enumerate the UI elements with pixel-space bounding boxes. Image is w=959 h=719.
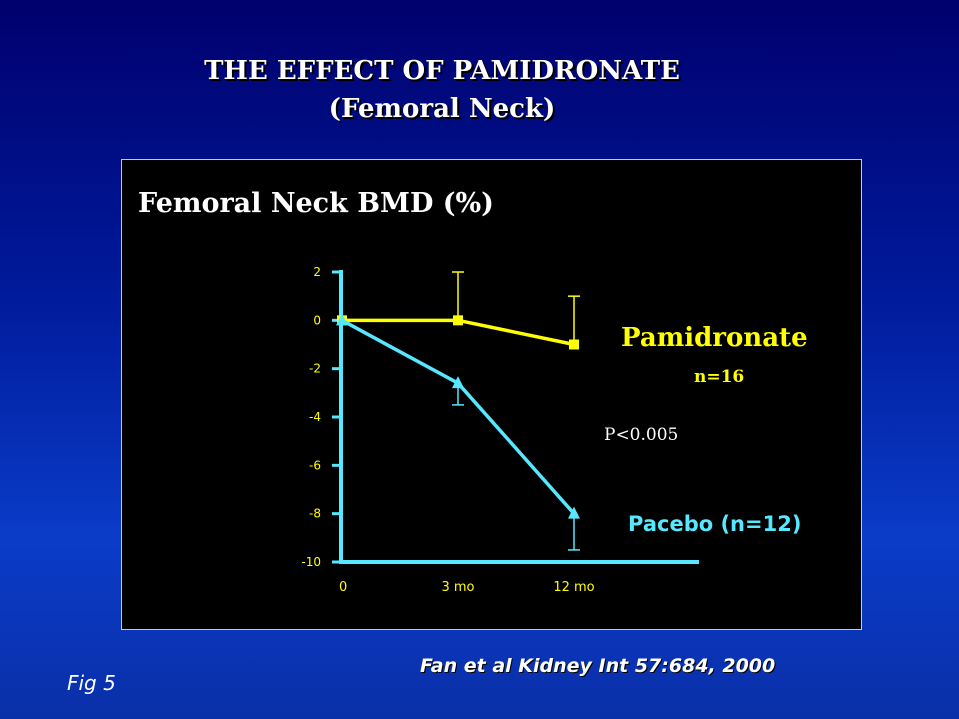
y-tick-label: 2 [313,265,321,279]
data-point-placebo [452,376,464,389]
chart-title: Femoral Neck BMD (%) [138,188,494,219]
y-tick-label: -10 [301,555,321,569]
x-tick-label: 12 mo [553,580,594,595]
data-point-pamidronate [453,315,463,326]
y-tick-label: 0 [313,313,321,327]
y-tick-label: -4 [309,410,321,424]
chart-panel: Femoral Neck BMD (%) 2 0 -2 -4 -6 -8 -10 0 3 mo 1… [121,159,862,630]
legend-pamidronate: Pamidronate [621,323,808,353]
citation: Fan et al Kidney Int 57:684, 2000 [420,655,776,677]
chart-series [336,271,580,551]
slide-title-line1: THE EFFECT OF PAMIDRONATE [204,56,680,86]
slide-title-line2: (Femoral Neck) [328,94,556,124]
x-tick-label: 3 mo [441,580,474,595]
y-tick-label: -2 [309,362,321,376]
figure-label: Fig 5 [67,671,116,695]
bmd-line-chart: Femoral Neck BMD (%) 2 0 -2 -4 -6 -8 -10 0 3 mo 1… [138,188,808,595]
legend-placebo: Pacebo (n=12) [628,512,801,536]
series-line-placebo [341,318,576,515]
data-point-pamidronate [569,339,579,350]
slide-title: THE EFFECT OF PAMIDRONATE (Femoral Neck) [0,52,884,128]
x-tick-label: 0 [339,580,347,595]
y-tick-label: -8 [309,507,321,521]
y-tick-label: -6 [309,458,321,472]
chart-axes: 2 0 -2 -4 -6 -8 -10 0 3 mo 12 mo [301,265,699,595]
data-point-placebo [568,506,580,519]
p-value-annotation: P<0.005 [604,425,678,445]
data-point-placebo [336,313,348,326]
legend-pamidronate-n: n=16 [694,367,744,387]
